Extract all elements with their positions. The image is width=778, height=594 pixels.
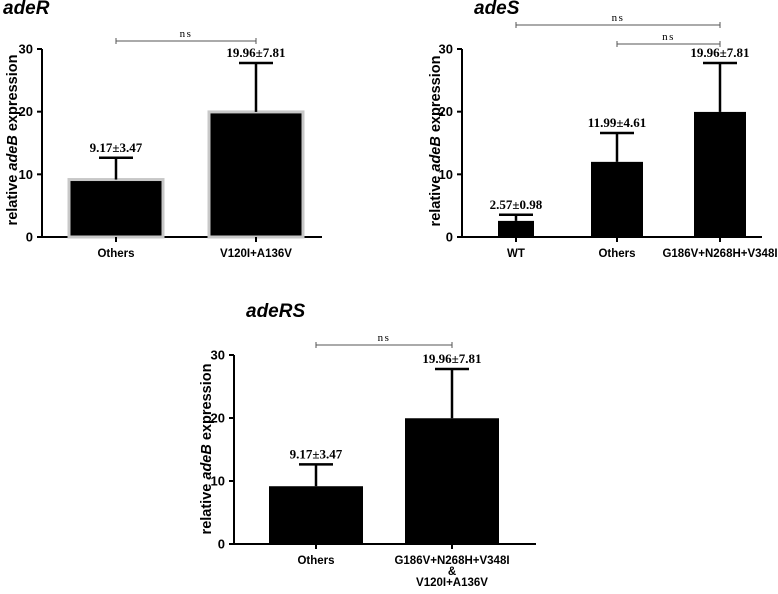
- significance-label: ns: [662, 31, 675, 43]
- y-tick-label: 0: [218, 537, 225, 552]
- data-label: 11.99±4.61: [588, 115, 646, 130]
- x-tick-label: G186V+N268H+V348I: [662, 248, 777, 260]
- bar-chart-aders: 0 10 20 30 9.17±3.47 Others 19.96±7.81 G186V+N2…: [211, 332, 536, 589]
- x-tick-label: V120I+A136V: [220, 248, 292, 260]
- bar-chart-ader: 0 10 20 30 9.17±3.47 Others 19.96±7.81 V120I+A1…: [19, 28, 322, 260]
- data-label: 19.96±7.81: [422, 351, 481, 366]
- x-tick-label: Others: [97, 248, 134, 260]
- bar: [207, 110, 305, 239]
- bar: [694, 111, 746, 237]
- x-tick-label: Others: [297, 555, 334, 567]
- chart-title-ades: adeS: [474, 0, 520, 19]
- data-label: 2.57±0.98: [490, 197, 543, 212]
- significance-label: ns: [180, 28, 193, 40]
- bar: [498, 220, 534, 237]
- bar: [67, 178, 165, 239]
- bar-chart-ades: 0 10 20 30 2.57±0.98 WT 11.99±4.61 Others 19.96±…: [439, 12, 778, 260]
- data-label: 19.96±7.81: [690, 45, 749, 60]
- bar: [591, 161, 643, 237]
- chart-title-aders: adeRS: [246, 301, 306, 322]
- bar: [269, 486, 363, 544]
- y-tick-label: 20: [439, 104, 453, 119]
- x-tick-label: &: [448, 566, 456, 578]
- chart-title-ader: adeR: [3, 0, 50, 19]
- y-tick-label: 10: [19, 167, 33, 182]
- data-label: 9.17±3.47: [90, 140, 143, 155]
- data-label: 9.17±3.47: [290, 446, 343, 461]
- y-tick-label: 20: [19, 104, 33, 119]
- y-tick-label: 20: [211, 411, 225, 426]
- y-tick-label: 10: [211, 474, 225, 489]
- y-tick-label: 30: [19, 42, 33, 57]
- y-tick-label: 10: [439, 167, 453, 182]
- x-tick-label: WT: [507, 248, 525, 260]
- y-tick-label: 30: [211, 348, 225, 363]
- significance-label: ns: [378, 332, 391, 344]
- significance-label: ns: [612, 12, 625, 24]
- x-tick-label: V120I+A136V: [416, 577, 488, 589]
- y-tick-label: 0: [446, 230, 453, 245]
- y-tick-label: 0: [26, 230, 33, 245]
- data-label: 19.96±7.81: [226, 45, 285, 60]
- bar: [405, 418, 499, 544]
- x-tick-label: G186V+N268H+V348I: [394, 555, 509, 567]
- y-tick-label: 30: [439, 42, 453, 57]
- x-tick-label: Others: [598, 248, 635, 260]
